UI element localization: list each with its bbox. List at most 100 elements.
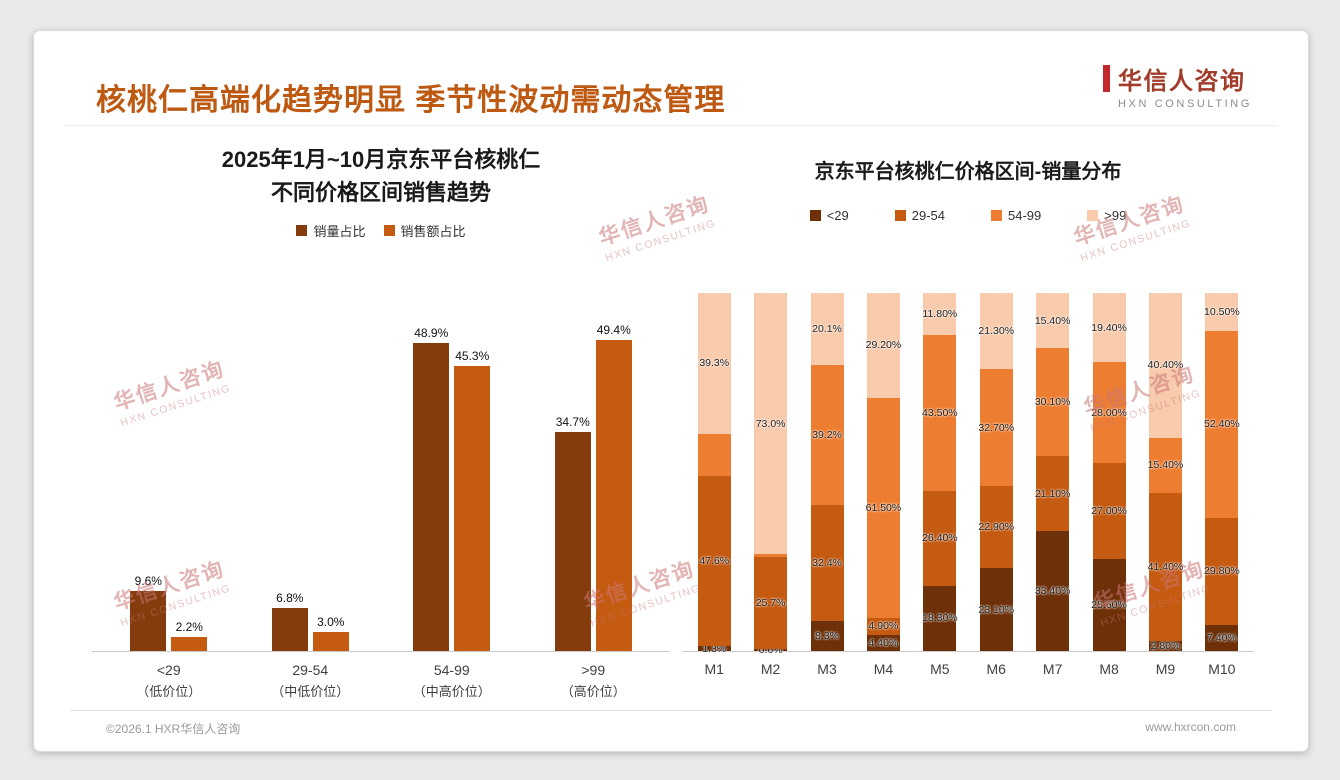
segment-value-label: 33.40% xyxy=(1034,584,1071,597)
legend-label: <29 xyxy=(826,208,849,223)
bar-value-label: 48.9% xyxy=(414,326,449,340)
logo-row: 华信人咨询 xyxy=(1103,61,1252,96)
legend-label: 销量占比 xyxy=(313,224,366,239)
segment-value-label: 32.70% xyxy=(978,421,1015,434)
stacked-bar-cell: 25.60% 27.00% 28.00% 19.40% xyxy=(1081,293,1137,651)
bar-segment: 39.2% xyxy=(810,364,844,506)
segment-value-label: 23.10% xyxy=(978,603,1015,616)
bar-value-label: 3.0% xyxy=(317,615,345,629)
bar xyxy=(413,343,450,651)
bar-with-label: 49.4% xyxy=(595,323,632,651)
segment-value-label: 27.00% xyxy=(1091,504,1127,517)
bar-group: 48.9% 45.3% xyxy=(381,326,523,651)
left-categories: <29 （低价位） 29-54 （中低价位） 54-99 （中高价位） >99 （高价位） xyxy=(92,660,670,702)
segment-value-label: 4.40% xyxy=(868,636,899,649)
bar xyxy=(595,340,632,651)
bar-segment: 21.30% xyxy=(978,293,1015,370)
bar-with-label: 9.6% xyxy=(130,574,167,651)
bar-segment: 21.10% xyxy=(1034,455,1071,532)
header-divider xyxy=(64,125,1278,126)
right-chart: 京东平台核桃仁价格区间-销量分布 <29 29-54 54-99 >99 1.3% 47… xyxy=(682,155,1254,677)
left-chart: 2025年1月~10月京东平台核桃仁 不同价格区间销售趋势 销量占比 销售额占比 … xyxy=(92,143,670,702)
month-label: M1 xyxy=(704,661,724,677)
bar-segment: 47.6% xyxy=(697,475,731,647)
bar-segment: 8.3% xyxy=(810,621,844,651)
bar-value-label: 9.6% xyxy=(134,574,162,588)
bar-segment: 2.80% xyxy=(1148,639,1182,652)
legend-item: >99 xyxy=(1087,208,1126,223)
month-label: M9 xyxy=(1155,661,1176,677)
bar-segment: 4.90% xyxy=(866,617,900,636)
stacked-bar-cell: 7.40% 29.80% 52.40% 10.50% xyxy=(1194,293,1250,651)
footer-copyright: ©2026.1 HXR华信人咨询 xyxy=(106,722,241,736)
bar-value-label: 34.7% xyxy=(555,415,590,429)
segment-value-label: 7.40% xyxy=(1206,631,1237,644)
month-label: M4 xyxy=(873,661,894,677)
bar-segment xyxy=(697,433,731,476)
bar-with-label: 3.0% xyxy=(312,615,349,651)
bar-value-label: 49.4% xyxy=(596,323,631,337)
month-label: M2 xyxy=(760,661,781,677)
segment-value-label: 2.80% xyxy=(1150,639,1181,652)
segment-value-label: 29.20% xyxy=(865,339,902,352)
slide: 核桃仁高端化趋势明显 季节性波动需动态管理 华信人咨询 HXN CONSULTI… xyxy=(33,30,1309,752)
legend-swatch xyxy=(296,225,308,236)
segment-value-label: 41.40% xyxy=(1147,560,1184,573)
bar-segment: 43.50% xyxy=(922,335,958,491)
stacked-bar: 2.80% 41.40% 15.40% 40.40% xyxy=(1147,293,1184,652)
bar-value-label: 45.3% xyxy=(455,349,490,363)
stacked-bar: 1.3% 47.6% 39.3% xyxy=(697,293,731,655)
legend-label: 29-54 xyxy=(911,208,945,223)
bar-segment: 32.70% xyxy=(978,369,1015,487)
bar-segment: 18.30% xyxy=(922,585,958,651)
legend-swatch xyxy=(1087,210,1099,221)
left-plot: 9.6% 2.2% 6.8% 3.0% 48.9% 45.3% 34.7% 49.4% xyxy=(92,266,670,652)
segment-value-label: 26.40% xyxy=(922,532,958,544)
segment-value-label: 15.40% xyxy=(1034,314,1071,327)
segment-value-label: 21.10% xyxy=(1034,487,1071,500)
left-chart-title: 2025年1月~10月京东平台核桃仁 不同价格区间销售趋势 xyxy=(221,147,541,205)
bar-segment: 41.40% xyxy=(1147,492,1184,641)
category-label: 54-99 （中高价位） xyxy=(381,660,523,702)
logo-mark-icon xyxy=(1103,65,1111,92)
legend-label: 54-99 xyxy=(1008,208,1042,223)
category-name: >99 xyxy=(581,662,606,678)
logo-text-cn: 华信人咨询 xyxy=(1118,68,1246,95)
slide-title: 核桃仁高端化趋势明显 季节性波动需动态管理 xyxy=(96,84,726,117)
segment-value-label: 25.7% xyxy=(755,596,786,609)
bar-segment: 27.00% xyxy=(1091,462,1127,560)
segment-value-label: 10.50% xyxy=(1204,305,1240,318)
bar-segment: 23.10% xyxy=(978,568,1015,651)
bar-segment: 19.40% xyxy=(1091,293,1127,363)
stacked-bar-cell: 18.30% 26.40% 43.50% 11.80% xyxy=(912,293,968,651)
bar xyxy=(271,608,308,651)
bar-segment: 22.90% xyxy=(978,486,1014,569)
stacked-bar-cell: 23.10% 22.90% 32.70% 21.30% xyxy=(968,293,1024,651)
category-name: <29 xyxy=(156,662,181,678)
legend-label: >99 xyxy=(1104,208,1127,223)
category-name: 29-54 xyxy=(292,662,329,678)
stacked-bar: 4.40% 4.90% 61.50% 29.20% xyxy=(865,293,902,651)
stacked-bar-cell: 4.40% 4.90% 61.50% 29.20% xyxy=(855,293,911,651)
stacked-bar-cell: 8.3% 32.4% 39.2% 20.1% xyxy=(799,293,855,651)
month-label: M7 xyxy=(1042,661,1063,677)
bar-segment: 29.80% xyxy=(1204,517,1240,625)
stacked-bar-cell: 0.6% 25.7% 73.0% xyxy=(742,293,798,655)
segment-value-label: 19.40% xyxy=(1091,321,1127,334)
segment-value-label: 29.80% xyxy=(1204,565,1240,578)
month-label: M6 xyxy=(986,661,1006,677)
category-label: >99 （高价位） xyxy=(523,660,665,702)
month-label: M3 xyxy=(817,661,837,677)
category-label: <29 （低价位） xyxy=(98,660,240,702)
right-plot: 1.3% 47.6% 39.3% 0.6% 25.7% 73.0% 8.3% 32.4% 39.… xyxy=(682,293,1254,655)
right-chart-title: 京东平台核桃仁价格区间-销量分布 xyxy=(814,161,1122,183)
segment-value-label: 21.30% xyxy=(978,324,1015,337)
segment-value-label: 0.6% xyxy=(758,643,783,656)
segment-value-label: 47.6% xyxy=(699,554,730,567)
bar-segment: 0.6% xyxy=(754,645,788,655)
bar-segment: 61.50% xyxy=(866,397,901,618)
segment-value-label: 1.3% xyxy=(702,642,727,655)
stacked-bar: 7.40% 29.80% 52.40% 10.50% xyxy=(1204,293,1240,651)
category-subname: （中高价位） xyxy=(412,683,491,699)
bar-with-label: 2.2% xyxy=(171,620,208,651)
